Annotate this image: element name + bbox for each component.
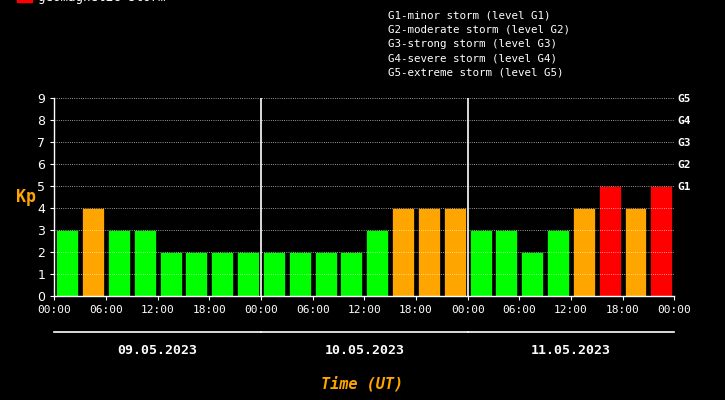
Bar bbox=[341, 252, 362, 296]
Bar bbox=[573, 208, 594, 296]
Bar bbox=[237, 252, 259, 296]
Bar bbox=[495, 230, 518, 296]
Text: 10.05.2023: 10.05.2023 bbox=[324, 344, 405, 356]
Text: 11.05.2023: 11.05.2023 bbox=[531, 344, 611, 356]
Text: Time (UT): Time (UT) bbox=[321, 376, 404, 392]
Bar bbox=[315, 252, 336, 296]
Y-axis label: Kp: Kp bbox=[16, 188, 36, 206]
Bar bbox=[624, 208, 647, 296]
Bar bbox=[160, 252, 181, 296]
Bar bbox=[650, 186, 672, 296]
Bar bbox=[186, 252, 207, 296]
Bar bbox=[82, 208, 104, 296]
Legend: geomagnetic calm, geomagnetic disturbances, geomagnetic storm: geomagnetic calm, geomagnetic disturbanc… bbox=[17, 0, 218, 4]
Bar bbox=[470, 230, 492, 296]
Bar bbox=[547, 230, 569, 296]
Bar bbox=[57, 230, 78, 296]
Bar bbox=[392, 208, 414, 296]
Text: 09.05.2023: 09.05.2023 bbox=[117, 344, 198, 356]
Bar bbox=[211, 252, 233, 296]
Bar bbox=[418, 208, 440, 296]
Bar bbox=[134, 230, 156, 296]
Bar bbox=[108, 230, 130, 296]
Bar bbox=[289, 252, 311, 296]
Bar bbox=[366, 230, 388, 296]
Bar bbox=[263, 252, 285, 296]
Bar bbox=[599, 186, 621, 296]
Bar bbox=[444, 208, 465, 296]
Bar bbox=[521, 252, 543, 296]
Text: G1-minor storm (level G1)
G2-moderate storm (level G2)
G3-strong storm (level G3: G1-minor storm (level G1) G2-moderate st… bbox=[388, 10, 570, 78]
